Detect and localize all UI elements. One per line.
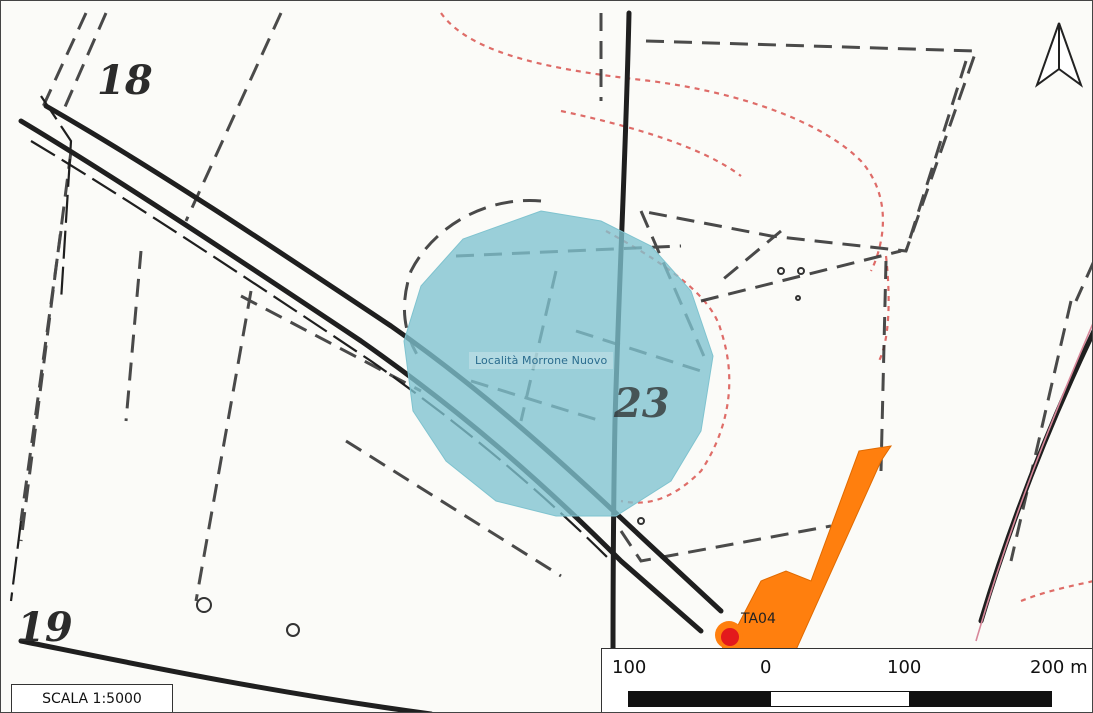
site-marker — [721, 628, 739, 646]
scale-tick-4: 200 m — [1030, 657, 1088, 678]
area-label: Località Morrone Nuovo — [469, 352, 614, 369]
pink-line — [975, 323, 1092, 642]
red-boundary-lines — [440, 12, 1092, 603]
scale-segment-2 — [770, 691, 910, 707]
parcel-number-23: 23 — [613, 380, 670, 427]
scale-segment-3 — [910, 691, 1052, 707]
scale-tick-2: 0 — [760, 657, 772, 678]
scale-segment-1 — [628, 691, 770, 707]
scale-bar: 100 0 100 200 m — [601, 648, 1092, 712]
parcel-number-18: 18 — [97, 57, 153, 104]
scale-ratio-label: SCALA 1:5000 — [11, 684, 173, 712]
scale-tick-1: 100 — [612, 657, 647, 678]
site-label: TA04 — [741, 611, 776, 627]
north-arrow-icon — [1034, 22, 1084, 88]
map-symbols — [196, 267, 805, 637]
parcel-number-19: 19 — [17, 604, 73, 651]
scale-tick-3: 100 — [887, 657, 922, 678]
